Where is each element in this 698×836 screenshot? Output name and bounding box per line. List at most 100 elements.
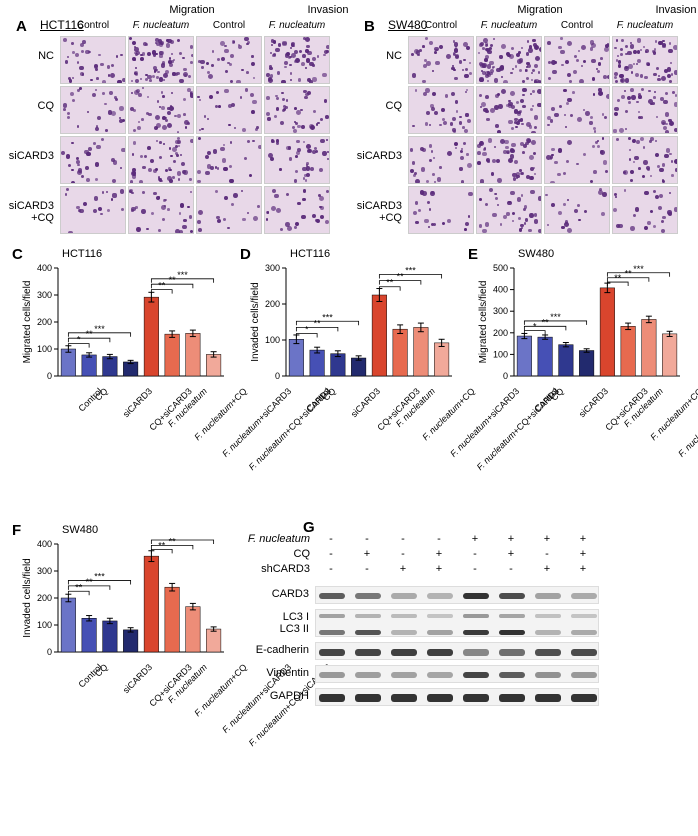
row-label-B-3: siCARD3 +CQ [354,200,402,224]
svg-text:Migrated cells/field: Migrated cells/field [22,281,33,364]
wb-sign-2-1: - [357,563,377,575]
micro-A-r1c2 [196,86,262,134]
svg-text:**: ** [314,318,322,328]
micro-A-r2c2 [196,136,262,184]
wb-sign-1-4: - [465,548,485,560]
svg-text:300: 300 [37,566,52,576]
chart-C: CHCT1160100200300400Migrated cells/field… [20,262,230,390]
wb-strip-3 [315,665,599,683]
wb-row-label-3: Vimentin [239,667,309,679]
svg-text:400: 400 [37,263,52,273]
col-label-B-1: F. nucleatum [476,20,542,31]
svg-text:**: ** [169,538,177,546]
svg-text:**: ** [86,329,94,339]
chart-title-C: HCT116 [62,248,102,260]
svg-text:***: *** [177,538,188,541]
svg-text:***: *** [177,270,188,280]
svg-text:**: ** [386,278,394,288]
micro-A-r3c1 [128,186,194,234]
chart-title-E: SW480 [518,248,554,260]
svg-text:100: 100 [37,344,52,354]
micro-A-r1c3 [264,86,330,134]
wb-header-2: shCARD3 [235,563,310,575]
chart-title-F: SW480 [62,524,98,536]
wb-sign-1-6: - [537,548,557,560]
wb-sign-2-0: - [321,563,341,575]
micro-A-r1c1 [128,86,194,134]
wb-sign-2-4: - [465,563,485,575]
svg-text:**: ** [86,577,94,587]
wb-row-label-2: E-cadherin [239,644,309,656]
svg-text:**: ** [542,317,550,327]
row-label-B-0: NC [354,50,402,62]
wb-sign-2-6: + [537,563,557,575]
micro-B-r3c1 [476,186,542,234]
wb-sign-0-6: + [537,533,557,545]
row-label-A-1: CQ [6,100,54,112]
col-label-A-2: Control [196,20,262,31]
svg-text:200: 200 [37,593,52,603]
wb-header-1: CQ [235,548,310,560]
micro-B-r2c3 [612,136,678,184]
assay-invasion-B: Invasion [610,4,698,16]
micro-A-r2c1 [128,136,194,184]
wb-sign-0-7: + [573,533,593,545]
svg-text:**: ** [169,275,177,285]
xlabel-F-2: siCARD3 [121,662,154,695]
assay-invasion-A: Invasion [262,4,394,16]
svg-text:***: *** [322,312,333,322]
svg-text:0: 0 [503,371,508,381]
chart-F: FSW4800100200300400Invaded cells/field**… [20,538,230,666]
wb-sign-1-7: + [573,548,593,560]
wb-sign-0-1: - [357,533,377,545]
wb-strip-1 [315,609,599,637]
wb-sign-2-3: + [429,563,449,575]
col-label-A-1: F. nucleatum [128,20,194,31]
micro-B-r2c0 [408,136,474,184]
panel-label-C: C [12,246,23,263]
micro-B-r1c0 [408,86,474,134]
row-label-B-1: CQ [354,100,402,112]
col-label-B-2: Control [544,20,610,31]
col-label-A-3: F. nucleatum [264,20,330,31]
svg-text:***: *** [550,312,561,322]
micro-B-r1c1 [476,86,542,134]
svg-text:***: *** [405,265,416,275]
svg-text:**: ** [625,269,633,279]
micro-A-r2c0 [60,136,126,184]
svg-text:**: ** [75,582,83,592]
panel-label-F: F [12,522,21,539]
wb-sign-1-0: - [321,548,341,560]
svg-text:400: 400 [493,285,508,295]
row-label-B-2: siCARD3 [354,150,402,162]
svg-text:***: *** [633,264,644,274]
chart-D: DHCT1160100200300Invaded cells/field****… [248,262,458,390]
wb-strip-0 [315,586,599,604]
row-label-A-3: siCARD3 +CQ [6,200,54,224]
svg-text:500: 500 [493,263,508,273]
wb-sign-1-5: + [501,548,521,560]
svg-text:***: *** [94,571,105,581]
col-label-B-0: Control [408,20,474,31]
wb-sign-0-4: + [465,533,485,545]
svg-text:*: * [305,325,309,335]
svg-text:***: *** [94,324,105,334]
micro-B-r3c3 [612,186,678,234]
svg-text:300: 300 [493,306,508,316]
micro-B-r2c1 [476,136,542,184]
wb-row-label-1b: LC3 II [239,623,309,635]
micro-B-r1c3 [612,86,678,134]
micro-B-r0c0 [408,36,474,84]
panel-label-D: D [240,246,251,263]
panel-label-A: A [16,18,27,35]
row-label-A-2: siCARD3 [6,150,54,162]
wb-strip-2 [315,642,599,660]
wb-sign-2-2: + [393,563,413,575]
svg-text:0: 0 [47,647,52,657]
svg-text:100: 100 [493,349,508,359]
svg-text:**: ** [158,281,166,291]
micro-B-r0c3 [612,36,678,84]
svg-text:0: 0 [47,371,52,381]
col-label-B-3: F. nucleatum [612,20,678,31]
chart-E: ESW4800100200300400500Migrated cells/fie… [476,262,686,390]
